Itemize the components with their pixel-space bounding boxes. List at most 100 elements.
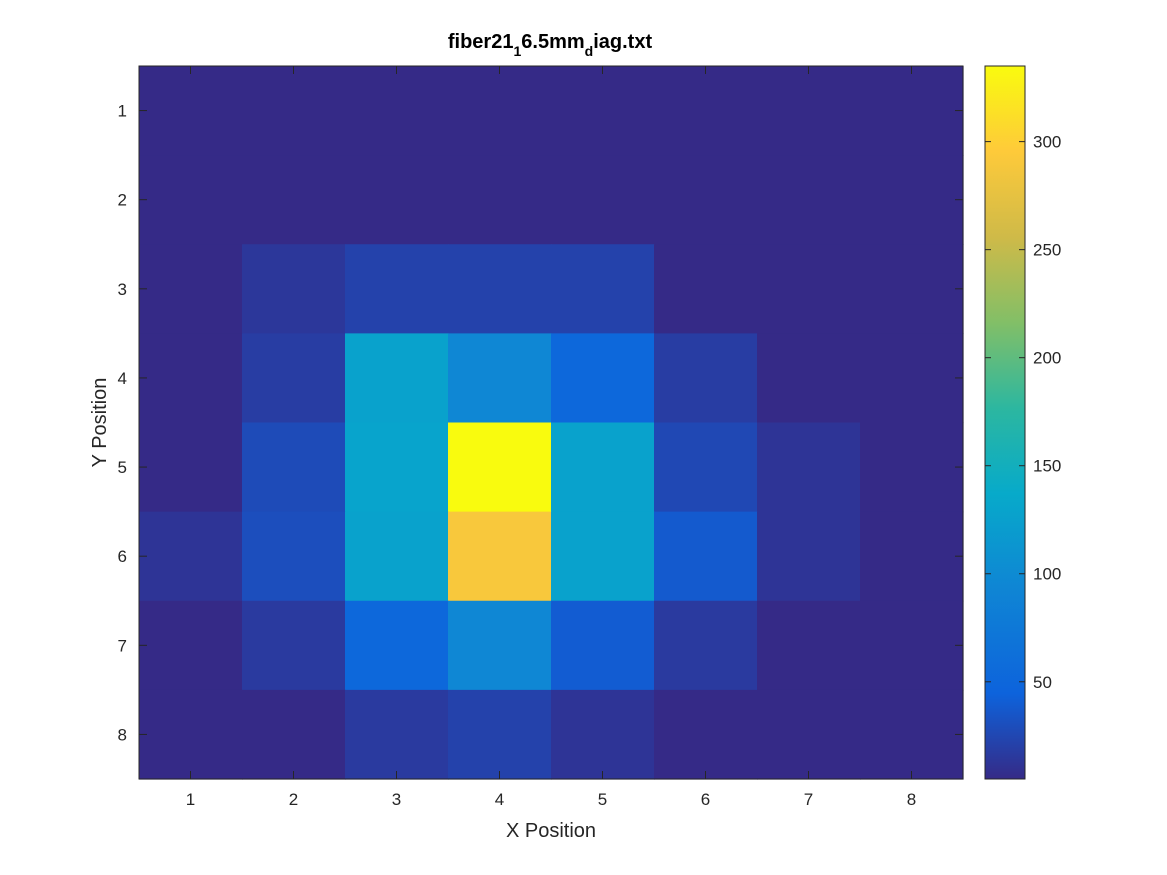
heatmap-cell	[757, 689, 861, 780]
plot-frame	[138, 65, 964, 780]
title-subscript: 1	[513, 43, 521, 59]
heatmap-cell	[551, 422, 655, 513]
colorbar-tick-label: 150	[1033, 457, 1061, 476]
heatmap-cell	[242, 155, 346, 245]
heatmap-cell	[860, 66, 964, 156]
y-axis-label: Y Position	[89, 378, 111, 468]
heatmap-cell	[757, 66, 861, 156]
colorbar-tick-label: 250	[1033, 241, 1061, 260]
y-tick-label: 1	[118, 102, 127, 121]
heatmap-cell	[448, 689, 552, 780]
heatmap-cell	[242, 244, 346, 334]
heatmap-cell	[654, 66, 758, 156]
heatmap-cell	[448, 244, 552, 334]
heatmap-cell	[242, 422, 346, 513]
heatmap-cell	[345, 511, 449, 602]
colorbar-ticks: 50 100 150 200 250 300	[985, 133, 1061, 692]
y-axis: 1 2 3 4 5 6 7 8	[118, 102, 963, 744]
heatmap-cell	[345, 689, 449, 780]
heatmap-cell	[139, 511, 243, 602]
heatmap-cell	[139, 600, 243, 691]
x-tick-label: 5	[598, 790, 607, 809]
heatmap-cell	[139, 422, 243, 513]
heatmap-cell	[551, 244, 655, 334]
heatmap-cell	[139, 66, 243, 156]
heatmap-cell	[139, 333, 243, 424]
heatmap-cell	[139, 689, 243, 780]
x-tick-label: 4	[495, 790, 504, 809]
heatmap-cell	[345, 66, 449, 156]
heatmap-cell	[654, 689, 758, 780]
x-axis-label: X Position	[506, 820, 596, 842]
heatmap-cell	[448, 66, 552, 156]
title-segment: 6.5mm	[521, 31, 584, 53]
x-axis: 1 2 3 4 5 6 7 8	[186, 66, 916, 809]
heatmap-cell	[551, 600, 655, 691]
heatmap-cell	[860, 511, 964, 602]
heatmap-cell	[860, 244, 964, 334]
x-tick-label: 1	[186, 790, 195, 809]
y-tick-label: 8	[118, 725, 127, 744]
heatmap-cell	[139, 155, 243, 245]
heatmap-cell	[242, 600, 346, 691]
heatmap-cell	[139, 244, 243, 334]
heatmap-cell	[551, 689, 655, 780]
colorbar-tick-label: 200	[1033, 349, 1061, 368]
y-tick-label: 5	[118, 458, 127, 477]
heatmap-cell	[551, 333, 655, 424]
colorbar-tick-label: 300	[1033, 133, 1061, 152]
y-tick-label: 4	[118, 369, 127, 388]
title-subscript: d	[585, 43, 594, 59]
x-tick-label: 2	[289, 790, 298, 809]
colorbar-gradient	[984, 65, 1026, 780]
heatmap-cell	[242, 66, 346, 156]
heatmap-cell	[757, 422, 861, 513]
x-tick-label: 7	[804, 790, 813, 809]
heatmap-cell	[757, 244, 861, 334]
heatmap-cell	[654, 244, 758, 334]
y-tick-label: 7	[118, 636, 127, 655]
heatmap-cell	[242, 511, 346, 602]
heatmap-cell	[345, 333, 449, 424]
heatmap-cell	[757, 333, 861, 424]
heatmap-cell	[345, 422, 449, 513]
y-tick-label: 2	[118, 191, 127, 210]
x-tick-label: 6	[701, 790, 710, 809]
title-segment: fiber21	[448, 31, 514, 53]
heatmap-cell	[757, 600, 861, 691]
heatmap-cell	[860, 422, 964, 513]
heatmap-cell	[551, 511, 655, 602]
heatmap-cell	[860, 600, 964, 691]
colorbar: 50 100 150 200 250 300	[984, 65, 1061, 780]
heatmap-cell	[551, 66, 655, 156]
heatmap-cell	[345, 600, 449, 691]
heatmap-cell	[242, 333, 346, 424]
x-tick-label: 3	[392, 790, 401, 809]
y-tick-label: 3	[118, 280, 127, 299]
heatmap-cell	[448, 422, 552, 513]
colorbar-tick-label: 50	[1033, 673, 1052, 692]
colorbar-tick-label: 100	[1033, 565, 1061, 584]
y-tick-label: 6	[118, 547, 127, 566]
heatmap-cell	[654, 511, 758, 602]
heatmap-cell	[242, 689, 346, 780]
heatmap-cell	[860, 333, 964, 424]
heatmap-cell	[448, 511, 552, 602]
heatmap-cell	[654, 422, 758, 513]
heatmap-cells	[139, 66, 964, 780]
heatmap-cell	[345, 244, 449, 334]
chart-title: fiber2116.5mmdiag.txt	[448, 31, 653, 59]
heatmap-cell	[757, 155, 861, 245]
heatmap-cell	[448, 155, 552, 245]
heatmap-cell	[345, 155, 449, 245]
heatmap-cell	[448, 600, 552, 691]
heatmap-cell	[860, 689, 964, 780]
heatmap-cell	[757, 511, 861, 602]
heatmap-cell	[654, 600, 758, 691]
title-segment: iag.txt	[593, 31, 652, 53]
heatmap-cell	[448, 333, 552, 424]
heatmap-cell	[654, 333, 758, 424]
heatmap-cell	[551, 155, 655, 245]
chart-title-text: fiber2116.5mmdiag.txt	[448, 31, 653, 59]
